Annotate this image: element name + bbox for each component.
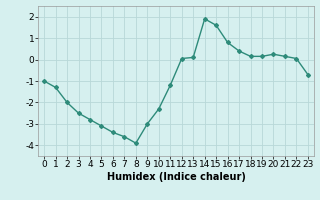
X-axis label: Humidex (Indice chaleur): Humidex (Indice chaleur) <box>107 172 245 182</box>
